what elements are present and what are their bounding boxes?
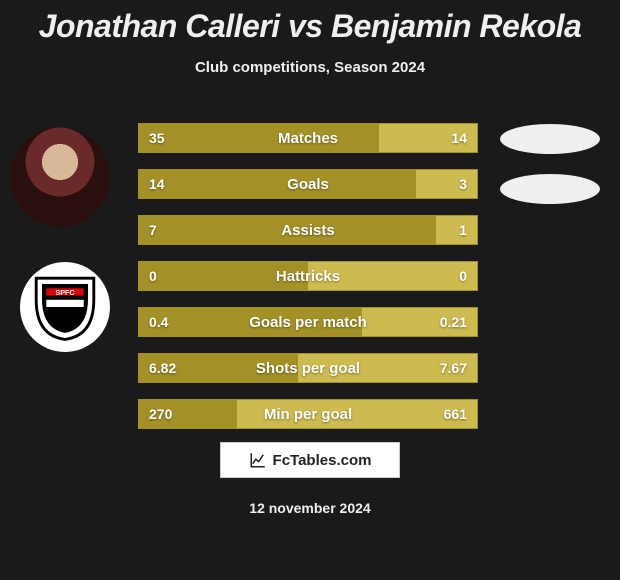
stat-row: Shots per goal6.82 7.67 (138, 353, 478, 383)
stat-value-right: 7.67 (440, 354, 467, 382)
date-text: 12 november 2024 (0, 500, 620, 516)
stat-value-left: 0 (149, 262, 157, 290)
player2-club-placeholder (500, 174, 600, 204)
stat-row: Goals per match0.4 0.21 (138, 307, 478, 337)
stat-label: Hattricks (139, 262, 477, 290)
stat-value-right: 1 (459, 216, 467, 244)
stat-value-right: 0 (459, 262, 467, 290)
stat-value-right: 0.21 (440, 308, 467, 336)
stat-row: Goals14 3 (138, 169, 478, 199)
stats-bars: Matches3514Goals143Assists71Hattricks00G… (138, 123, 478, 445)
stat-value-left: 7 (149, 216, 157, 244)
stat-value-right: 661 (444, 400, 467, 428)
stat-row: Hattricks0 0 (138, 261, 478, 291)
stat-row: Assists7 1 (138, 215, 478, 245)
svg-text:SPFC: SPFC (55, 288, 74, 297)
stat-value-left: 0.4 (149, 308, 168, 336)
player1-photo (10, 127, 110, 227)
stat-label: Goals (139, 170, 477, 198)
player1-club-logo: SPFC (20, 262, 110, 352)
stat-label: Goals per match (139, 308, 477, 336)
page-subtitle: Club competitions, Season 2024 (0, 59, 620, 76)
stat-value-right: 3 (459, 170, 467, 198)
stat-value-left: 14 (149, 170, 165, 198)
chart-icon (249, 451, 267, 469)
stat-label: Shots per goal (139, 354, 477, 382)
page-title: Jonathan Calleri vs Benjamin Rekola (0, 0, 620, 45)
stat-label: Assists (139, 216, 477, 244)
stat-label: Matches (139, 124, 477, 152)
stat-label: Min per goal (139, 400, 477, 428)
stat-row: Matches35 14 (138, 123, 478, 153)
stat-value-left: 270 (149, 400, 172, 428)
branding-badge: FcTables.com (220, 442, 400, 478)
stat-value-left: 35 (149, 124, 165, 152)
player2-photo-placeholder (500, 124, 600, 154)
stat-row: Min per goal270 661 (138, 399, 478, 429)
stat-value-right: 14 (451, 124, 467, 152)
stat-value-left: 6.82 (149, 354, 176, 382)
branding-text: FcTables.com (273, 452, 372, 469)
